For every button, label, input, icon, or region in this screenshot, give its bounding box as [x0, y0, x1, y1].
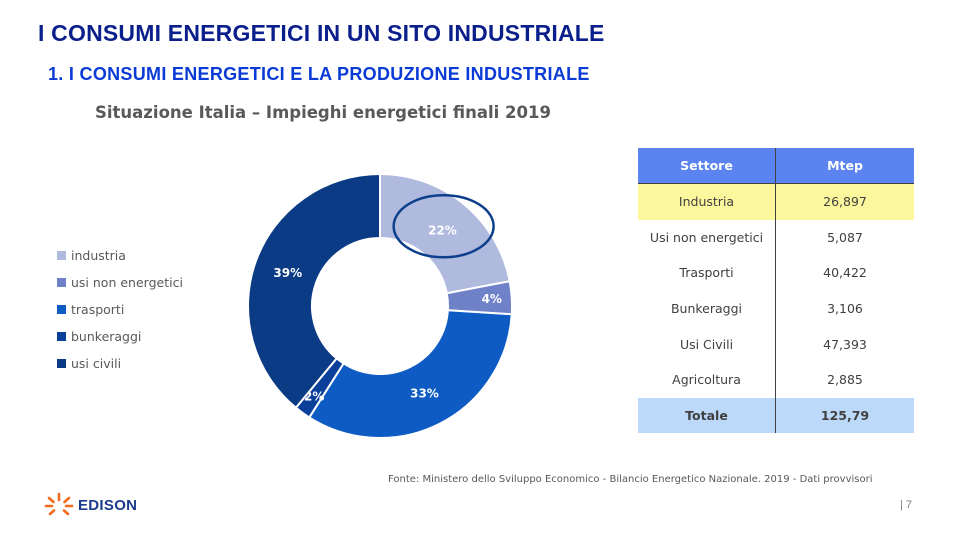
table-cell-value: 47,393 [823, 336, 867, 352]
edison-logo-icon [44, 492, 74, 516]
table-cell-value: 40,422 [823, 265, 867, 281]
table-row: Agricoltura 2,885 [638, 361, 914, 398]
legend-item-bunkeraggi: bunkeraggi [57, 323, 183, 350]
donut-chart: 22%4%33%2%39% [247, 172, 513, 439]
legend-swatch [57, 332, 66, 341]
legend-swatch [57, 305, 66, 314]
legend-item-usi-civili: usi civili [57, 350, 183, 377]
legend-label: industria [71, 248, 126, 263]
table-header-row: Settore Mtep [638, 148, 914, 184]
donut-slice-industria [379, 172, 511, 295]
donut-label-usi-civili: 39% [273, 266, 302, 280]
highlight-circle [392, 194, 495, 259]
edison-logo-text: EDISON [78, 496, 138, 514]
legend-swatch [57, 251, 66, 260]
table-cell-sector: Agricoltura [638, 361, 776, 398]
table-row: Usi non energetici 5,087 [638, 219, 914, 256]
legend-swatch [57, 278, 66, 287]
donut-slice-trasporti [307, 309, 513, 439]
legend-item-trasporti: trasporti [57, 296, 183, 323]
legend-label: bunkeraggi [71, 329, 142, 344]
donut-label-trasporti: 33% [410, 386, 439, 400]
table-row: Bunkeraggi 3,106 [638, 290, 914, 327]
table-total-value: 125,79 [775, 397, 914, 434]
edison-logo: EDISON [44, 492, 137, 518]
table-total-label: Totale [638, 397, 776, 434]
legend-label: usi civili [71, 356, 122, 371]
table-cell-value: 2,885 [827, 372, 863, 388]
legend-swatch [57, 359, 66, 368]
legend-item-industria: industria [57, 242, 183, 269]
page-subtitle: 1. I CONSUMI ENERGETICI E LA PRODUZIONE … [48, 64, 590, 84]
table-cell-value: 3,106 [827, 301, 863, 317]
table-header-sector: Settore [638, 148, 776, 184]
legend-label: trasporti [71, 302, 125, 317]
donut-label-industria: 22% [428, 223, 457, 237]
legend-label: usi non energetici [71, 275, 183, 290]
table-cell-value: 26,897 [775, 182, 914, 220]
donut-slice-usi-civili [247, 172, 381, 410]
table-cell-value: 5,087 [827, 229, 863, 245]
table-row: Industria 26,897 [638, 182, 914, 220]
source-note: Fonte: Ministero dello Sviluppo Economic… [388, 474, 873, 485]
table-header-mtep: Mtep [775, 148, 914, 184]
table-cell-sector: Trasporti [638, 255, 776, 291]
table-row: Trasporti 40,422 [638, 255, 914, 291]
table-total-row: Totale 125,79 [638, 397, 914, 434]
page-title: I CONSUMI ENERGETICI IN UN SITO INDUSTRI… [38, 20, 605, 46]
sector-table: Settore Mtep Industria 26,897 Usi non en… [638, 148, 914, 434]
table-row: Usi Civili 47,393 [638, 326, 914, 362]
donut-label-usi-non-energetici: 4% [482, 292, 502, 306]
chart-title: Situazione Italia – Impieghi energetici … [95, 103, 551, 122]
table-cell-sector: Usi Civili [638, 326, 776, 362]
chart-legend: industria usi non energetici trasporti bunk… [57, 242, 183, 377]
page-number: | 7 [900, 499, 913, 511]
table-cell-sector: Industria [638, 182, 776, 220]
table-cell-sector: Usi non energetici [638, 219, 776, 256]
table-cell-sector: Bunkeraggi [638, 290, 776, 327]
legend-item-usi-non-energetici: usi non energetici [57, 269, 183, 296]
